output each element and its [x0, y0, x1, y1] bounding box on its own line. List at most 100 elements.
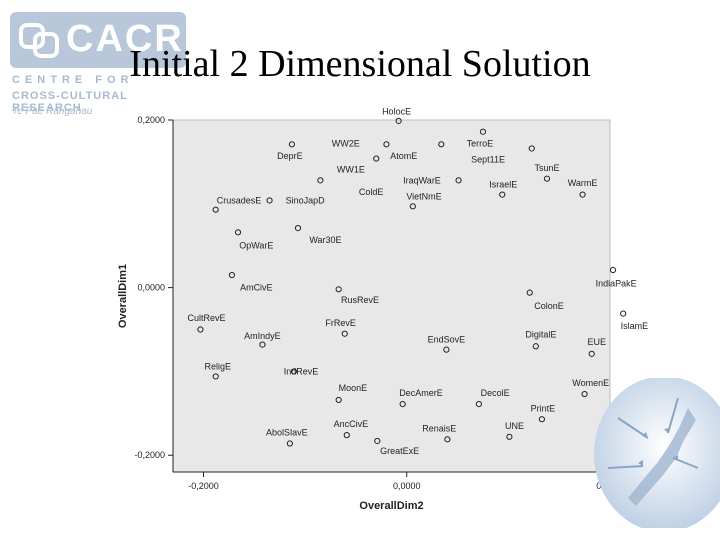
data-point — [228, 271, 236, 279]
data-point — [538, 416, 546, 423]
point-label: GreatExE — [380, 446, 419, 456]
point-label: War30E — [309, 235, 341, 245]
point-label: AmIndyE — [244, 331, 281, 341]
point-label: CultRevE — [188, 313, 226, 323]
point-label: SinoJapD — [286, 195, 326, 205]
logo-line-3: Te Pae Rangahau — [12, 106, 93, 117]
point-label: AtomE — [390, 151, 417, 161]
point-label: AmCivE — [240, 283, 273, 293]
point-label: MoonE — [339, 383, 368, 393]
y-axis-label: OverallDim1 — [117, 264, 129, 328]
data-point — [526, 289, 533, 296]
y-tick-label: 0,0000 — [137, 283, 165, 293]
data-point — [288, 141, 296, 148]
data-point — [620, 310, 627, 317]
data-point — [266, 197, 273, 204]
logo-line-2: CROSS-CULTURAL RESEARCH — [12, 90, 128, 114]
point-label: PrintE — [531, 403, 556, 413]
data-point — [399, 401, 406, 408]
data-point — [438, 141, 445, 148]
data-point — [528, 145, 535, 152]
data-point — [444, 436, 451, 443]
point-label: FrRevE — [325, 318, 356, 328]
data-point — [374, 437, 381, 445]
point-label: RusRevE — [341, 295, 379, 305]
point-label: AbolSlavE — [266, 428, 308, 438]
globe-map-icon — [594, 378, 720, 528]
point-label: AncCivE — [334, 419, 369, 429]
data-point — [335, 396, 342, 404]
point-label: WarmE — [568, 178, 598, 188]
data-point — [343, 432, 350, 439]
data-point — [286, 440, 293, 447]
points-layer — [197, 117, 627, 447]
point-label: IraqWarE — [403, 175, 441, 185]
point-label: WomenE — [572, 378, 609, 388]
plot-area — [172, 119, 611, 473]
data-point — [409, 203, 416, 210]
y-tick-label: -0,2000 — [134, 450, 165, 460]
data-point — [212, 373, 219, 380]
data-point — [475, 401, 482, 408]
point-label: OpWarE — [239, 241, 273, 251]
data-point — [588, 350, 595, 357]
point-label: EndSovE — [428, 335, 466, 345]
data-point — [506, 433, 513, 440]
point-label: TerroE — [467, 138, 494, 148]
point-label: TsunE — [534, 163, 559, 173]
data-point — [543, 175, 551, 182]
data-point — [259, 341, 266, 348]
point-label: IsraelE — [489, 180, 517, 190]
point-label: WW2E — [332, 138, 360, 148]
point-label: VietNmE — [406, 191, 441, 201]
data-point — [499, 191, 506, 198]
data-point — [479, 128, 487, 135]
point-label: Sept11E — [471, 154, 505, 164]
x-tick-label: 0,0000 — [393, 481, 421, 491]
point-label: DecolE — [481, 388, 510, 398]
data-point — [383, 141, 390, 148]
logo-mark-text: CACR — [66, 18, 184, 60]
cacr-logo: CACR CENTRE FOR CROSS-CULTURAL RESEARCH … — [10, 12, 200, 122]
logo-badge: CACR — [10, 12, 186, 68]
data-point — [395, 117, 402, 124]
data-point — [294, 225, 302, 232]
data-point — [212, 206, 219, 213]
y-tick-label: 0,2000 — [137, 115, 165, 125]
point-label: CrusadesE — [217, 195, 262, 205]
data-point — [455, 177, 462, 184]
x-axis-label: OverallDim2 — [359, 500, 423, 512]
slide-title: Initial 2 Dimensional Solution — [129, 43, 591, 85]
linked-squares-icon — [19, 23, 59, 58]
point-labels-layer: HolocE TerroE WW2E AtomE DeprE Sept11E WW1E Tsu… — [188, 107, 649, 456]
data-point — [373, 155, 380, 162]
data-point — [335, 286, 342, 293]
data-point — [317, 177, 324, 184]
point-label: ReligE — [204, 361, 231, 371]
point-label: UNE — [505, 421, 524, 431]
point-label: EUE — [588, 337, 607, 347]
data-point — [290, 368, 298, 375]
point-label: HolocE — [382, 107, 411, 117]
data-point — [341, 330, 348, 337]
point-label: DecAmerE — [399, 388, 443, 398]
point-label: IndRevE — [284, 366, 319, 376]
point-label: RenaisE — [422, 423, 456, 433]
point-label: ColonE — [534, 301, 564, 311]
data-point — [532, 343, 539, 350]
point-label: WW1E — [337, 164, 365, 174]
data-point — [197, 326, 204, 333]
data-point — [234, 229, 242, 236]
x-tick-label: -0,2000 — [188, 481, 219, 491]
data-point — [579, 191, 586, 198]
point-label: IndiaPakE — [596, 278, 637, 288]
logo-line-1: CENTRE FOR — [12, 74, 134, 86]
point-label: DigitalE — [525, 330, 556, 340]
data-point — [609, 266, 617, 274]
data-point — [443, 346, 450, 353]
point-label: DeprE — [277, 151, 303, 161]
point-label: ColdE — [359, 187, 384, 197]
point-label: IslamE — [621, 321, 649, 331]
data-point — [581, 390, 588, 398]
